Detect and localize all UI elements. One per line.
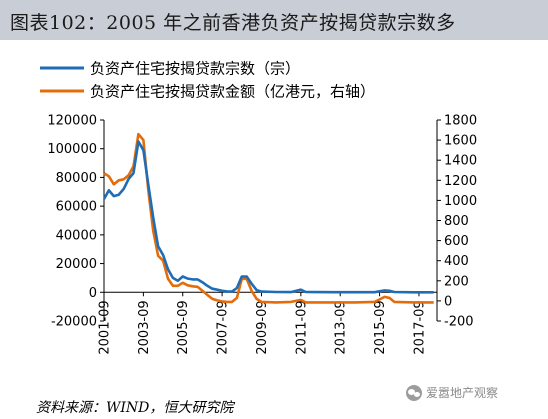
series-line-count [102, 140, 434, 294]
right-tick-label: 800 [444, 214, 469, 229]
x-tick-label: 2013-09 [334, 300, 349, 354]
right-tick-label: 1200 [444, 174, 477, 189]
watermark: 爱嚣地产观察 [406, 384, 498, 401]
left-tick-label: -20000 [51, 315, 97, 330]
x-tick-label: 2001-09 [98, 300, 113, 354]
legend-label: 负资产住宅按揭贷款金额（亿港元，右轴） [90, 83, 375, 101]
left-tick-label: 0 [89, 286, 97, 301]
left-tick-label: 40000 [56, 228, 97, 243]
right-tick-label: 1600 [444, 134, 477, 149]
left-tick-label: 80000 [56, 171, 97, 186]
x-tick-label: 2009-09 [255, 300, 270, 354]
wechat-icon [406, 384, 422, 401]
right-tick-label: 1800 [444, 114, 477, 129]
title-bar: 图表102：2005 年之前香港负资产按揭贷款宗数多 [0, 0, 548, 40]
left-tick-label: 60000 [56, 200, 97, 215]
x-tick-label: 2015-09 [373, 300, 388, 354]
left-tick-label: 120000 [47, 114, 97, 129]
right-tick-label: 1400 [444, 154, 477, 169]
series-line-amount [103, 132, 434, 304]
right-tick-label: 600 [444, 234, 469, 249]
figure-title: 图表102：2005 年之前香港负资产按揭贷款宗数多 [10, 12, 456, 34]
x-tick-label: 2017-09 [412, 300, 427, 354]
right-tick-label: 400 [444, 254, 469, 269]
x-tick-label: 2003-09 [137, 300, 152, 354]
left-tick-label: 100000 [47, 142, 97, 157]
chart-area: -20000 0 20000 40000 60000 80000 100000 120000 -… [40, 60, 477, 355]
legend-label: 负资产住宅按揭贷款宗数（宗） [90, 60, 300, 78]
watermark-text: 爱嚣地产观察 [426, 386, 499, 400]
right-tick-label: 200 [444, 274, 469, 289]
x-tick-label: 2011-09 [294, 300, 309, 354]
source-note: 资料来源：WIND，恒大研究院 [36, 400, 234, 416]
x-tick-label: 2005-09 [176, 300, 191, 354]
right-tick-label: 1000 [444, 194, 477, 209]
left-tick-label: 20000 [56, 257, 97, 272]
right-tick-label: 0 [444, 294, 452, 309]
right-tick-label: -200 [444, 315, 474, 330]
x-tick-label: 2007-09 [216, 300, 231, 354]
